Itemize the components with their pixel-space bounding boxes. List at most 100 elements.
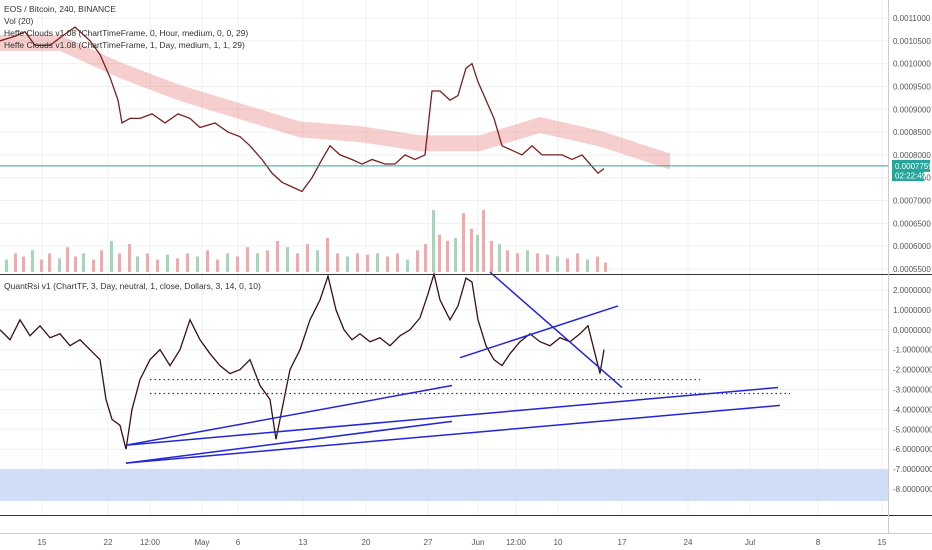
volume-bar [546,254,549,272]
oversold-zone [0,469,888,501]
volume-bar [470,228,473,272]
oscillator-tick-label: -4.0000000 [893,405,932,414]
price-tick-label: 0.0006000 [893,242,931,251]
price-tick-label: 0.0007000 [893,197,931,206]
time-tick-label: 27 [424,538,433,547]
volume-bar [296,253,299,272]
volume-bar [256,253,259,272]
price-axis[interactable]: 0.0011000 0.0010500 0.0010000 0.0009500 0.00… [893,14,931,274]
price-tick-label: 0.0006500 [893,219,931,228]
volume-bar [48,253,51,272]
trend-line [489,271,623,389]
volume-bar [31,250,34,272]
volume-bar [226,253,229,272]
volume-bar [66,247,69,272]
volume-bar [566,258,569,272]
volume-bar [82,253,85,272]
volume-bar [58,258,61,272]
oscillator-tick-label: -2.0000000 [893,366,932,375]
volume-bar [376,253,379,272]
volume-bar [236,256,239,272]
indicator-cloud-day: Heffe Clouds v1.08 (ChartTimeFrame, 1, D… [4,40,245,50]
trend-line [125,420,453,464]
volume-bar [506,250,509,272]
volume-bar [406,259,409,272]
price-tick-label: 0.0008000 [893,151,931,160]
time-tick-label: 12:00 [140,538,161,547]
volume-bar [176,258,179,272]
volume-bar [432,210,435,272]
time-tick-label: 24 [684,538,693,547]
volume-bar [416,250,419,272]
time-tick-label: Jun [472,538,485,547]
volume-bar [454,237,457,272]
volume-bar [5,259,8,272]
volume-bar [516,253,519,272]
volume-bar [424,244,427,272]
price-tick-label: 0.0010000 [893,60,931,69]
volume-bar [438,234,441,272]
volume-bar [396,253,399,272]
price-tick-label: 0.0009000 [893,105,931,114]
volume-bar [336,253,339,272]
volume-bar [326,237,329,272]
time-tick-label: 22 [104,538,113,547]
countdown-badge: 02:22:49 [892,170,927,181]
time-axis[interactable]: 15 22 12:00 May 6 13 20 27 Jun 12:00 10 17 24 Jul 8 15 [38,538,887,547]
volume-bar [118,253,121,272]
volume-bar [596,256,599,272]
time-tick-label: 15 [878,538,887,547]
countdown-label: 02:22:49 [895,172,927,181]
trend-line [125,384,453,446]
volume-bar [556,256,559,272]
oscillator-tick-label: -1.0000000 [893,346,932,355]
volume-bar [276,241,279,272]
volume-bar [156,259,159,272]
price-tick-label: 0.0008500 [893,128,931,137]
oscillator-title: QuantRsi v1 (ChartTF, 3, Day, neutral, 1… [4,281,261,291]
volume-bar [128,244,131,272]
dotted-levels [150,378,790,395]
oscillator-tick-label: -7.0000000 [893,465,932,474]
volume-bar [100,250,103,272]
oscillator-axis[interactable]: 2.0000000 1.0000000 0.0000000 -1.0000000 -2.… [893,286,932,494]
volume-bar [246,247,249,272]
volume-bar [490,241,493,272]
volume-bar [206,250,209,272]
time-tick-label: 20 [362,538,371,547]
volume-bar [526,250,529,272]
price-panel[interactable] [0,0,888,274]
price-tick-label: 0.0010500 [893,37,931,46]
volume-bar [110,241,113,272]
volume-bar [476,234,479,272]
volume-bar [196,256,199,272]
trend-line [125,386,779,446]
time-tick-label: 10 [554,538,563,547]
price-tick-label: 0.0011000 [893,14,931,23]
price-tick-label: 0.0009500 [893,82,931,91]
volume-bar [386,256,389,272]
price-tick-label: 0.0005500 [893,265,931,274]
time-tick-label: May [194,538,209,547]
quantrsi-series [0,271,605,450]
volume-bar [604,262,607,272]
trend-lines[interactable] [125,271,781,464]
price-series [0,26,605,193]
volume-bars [5,210,607,272]
volume-bar [14,253,17,272]
symbol-title: EOS / Bitcoin, 240, BINANCE [4,4,116,14]
time-tick-label: 12:00 [506,538,527,547]
volume-bar [306,244,309,272]
volume-bar [586,259,589,272]
oscillator-tick-label: -5.0000000 [893,425,932,434]
volume-bar [286,247,289,272]
time-tick-label: 6 [236,538,241,547]
volume-bar [446,241,449,272]
time-tick-label: 13 [299,538,308,547]
last-price-label: 0.0007759 [895,162,932,171]
volume-bar [366,254,369,272]
volume-bar [40,259,43,272]
volume-bar [166,254,169,272]
trend-line [125,404,781,464]
